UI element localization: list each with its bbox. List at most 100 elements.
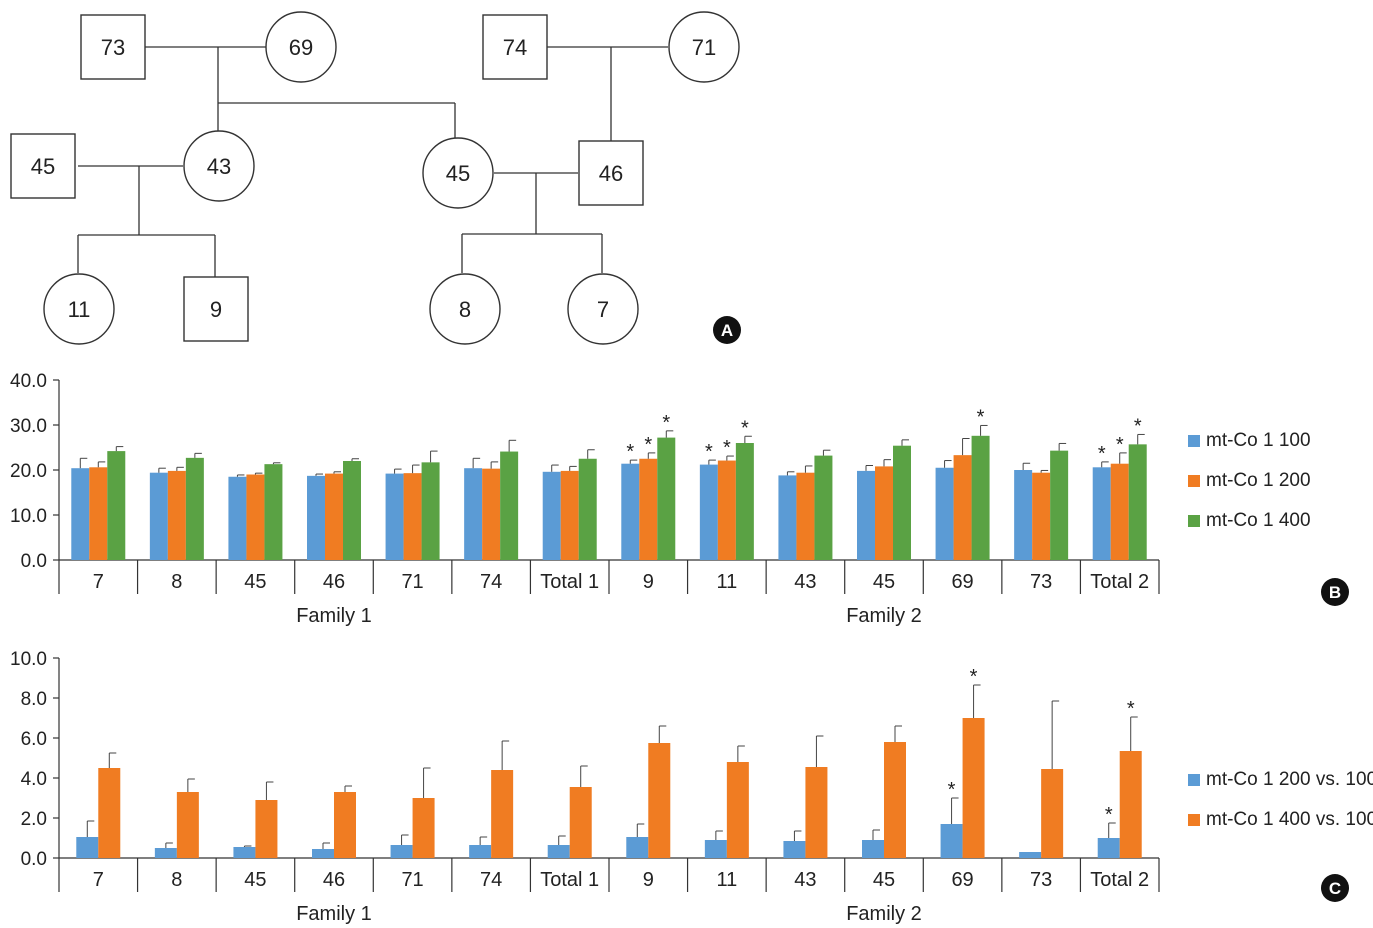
bar: [893, 445, 911, 560]
significance-star: *: [741, 417, 749, 439]
bar: [469, 845, 492, 858]
female-circle: [43, 273, 115, 345]
bar: [76, 837, 99, 858]
bar: [307, 475, 325, 560]
bar: [805, 767, 828, 858]
y-tick-label: 0.0: [21, 551, 47, 572]
x-category-label: 74: [480, 571, 502, 593]
pedigree-member-f71: 71: [668, 11, 740, 83]
x-category-label: 43: [794, 869, 816, 891]
bar: [783, 841, 806, 858]
bar: [464, 468, 483, 560]
significance-star: *: [1116, 434, 1124, 456]
bar: [857, 470, 875, 560]
x-category-label: 74: [480, 869, 502, 891]
member-label: 45: [446, 161, 470, 186]
bar: [98, 768, 121, 858]
x-category-label: Total 2: [1090, 869, 1149, 891]
legend-swatch: [1188, 435, 1200, 447]
group-label: Family 1: [296, 605, 372, 627]
y-tick-label: 6.0: [21, 729, 47, 750]
male-square: [578, 140, 644, 206]
series-3: * * * *: [107, 406, 1147, 560]
significance-star: *: [1127, 698, 1135, 720]
significance-star: *: [1134, 415, 1142, 437]
bar: [953, 455, 972, 560]
y-tick-label: 2.0: [21, 809, 47, 830]
panel-badge-letter: B: [1329, 583, 1341, 602]
female-circle: [422, 137, 494, 209]
legend-swatch: [1188, 814, 1200, 826]
series-2: **: [98, 666, 1142, 858]
member-label: 43: [207, 154, 231, 179]
bar: [107, 451, 126, 560]
bar: [1092, 467, 1111, 560]
x-category-label: 45: [244, 869, 266, 891]
legend: mt-Co 1 100 mt-Co 1 200 mt-Co 1 400: [1188, 430, 1311, 531]
x-category-label: 69: [951, 571, 973, 593]
pedigree-member-m9: 9: [183, 276, 249, 342]
bar: [390, 845, 413, 858]
bar: [569, 787, 592, 858]
bar: [255, 800, 278, 858]
bar: [185, 457, 204, 560]
bar: [726, 762, 749, 858]
pedigree-member-f8: 8: [429, 273, 501, 345]
x-category-label: 46: [323, 869, 345, 891]
bar: [560, 470, 579, 560]
legend-swatch: [1188, 515, 1200, 527]
bar: [940, 824, 963, 858]
legend-swatch: [1188, 774, 1200, 786]
bar: [264, 464, 283, 560]
x-category-label: 7: [93, 869, 104, 891]
bar: [1019, 852, 1042, 858]
bar: [149, 472, 168, 560]
x-category-label: 45: [873, 869, 895, 891]
member-label: 8: [459, 297, 471, 322]
panel-badge-circle: [1321, 874, 1349, 902]
x-category-label: 71: [401, 869, 423, 891]
pedigree-member-f11: 11: [43, 273, 115, 345]
y-tick-label: 30.0: [10, 416, 47, 437]
y-tick-label: 4.0: [21, 769, 47, 790]
female-circle: [668, 11, 740, 83]
bar: [482, 468, 501, 560]
bar: [500, 451, 519, 560]
bar: [176, 792, 199, 858]
legend-label: mt-Co 1 200 vs. 100: [1206, 769, 1373, 790]
chart-b: 0.0 10.0 20.0 30.0 40.0 7 8 45 46 71 74 Total 1 9 11 4…: [10, 371, 1349, 627]
bar: [491, 770, 514, 858]
x-category-label: 71: [401, 571, 423, 593]
bar: [71, 468, 90, 560]
bar: [699, 464, 718, 560]
group-label: Family 2: [846, 605, 922, 627]
bar: [403, 473, 422, 560]
bar: [1128, 444, 1147, 560]
significance-star: *: [644, 434, 652, 456]
y-tick-label: 20.0: [10, 461, 47, 482]
bar: [621, 463, 640, 560]
bar: [639, 458, 658, 560]
x-category-label: 73: [1030, 869, 1052, 891]
x-category-label: 45: [873, 571, 895, 593]
pedigree-member-f69: 69: [265, 11, 337, 83]
male-square: [482, 14, 548, 80]
x-category-label: 45: [244, 571, 266, 593]
bar: [717, 460, 736, 560]
bar: [334, 792, 356, 858]
x-category-label: Total 2: [1090, 571, 1149, 593]
y-tick-label: 10.0: [10, 649, 47, 670]
x-category-label: 73: [1030, 571, 1052, 593]
panel-a-badge: A: [713, 316, 741, 344]
y-tick-label: 10.0: [10, 506, 47, 527]
x-category-label: 7: [93, 571, 104, 593]
bar: [1041, 769, 1064, 858]
bar: [1014, 470, 1033, 560]
bar: [385, 473, 404, 560]
x-category-label: 8: [171, 869, 182, 891]
bar: [704, 840, 727, 858]
bar: [228, 476, 247, 560]
group-label: Family 2: [846, 903, 922, 925]
significance-star: *: [705, 441, 713, 463]
